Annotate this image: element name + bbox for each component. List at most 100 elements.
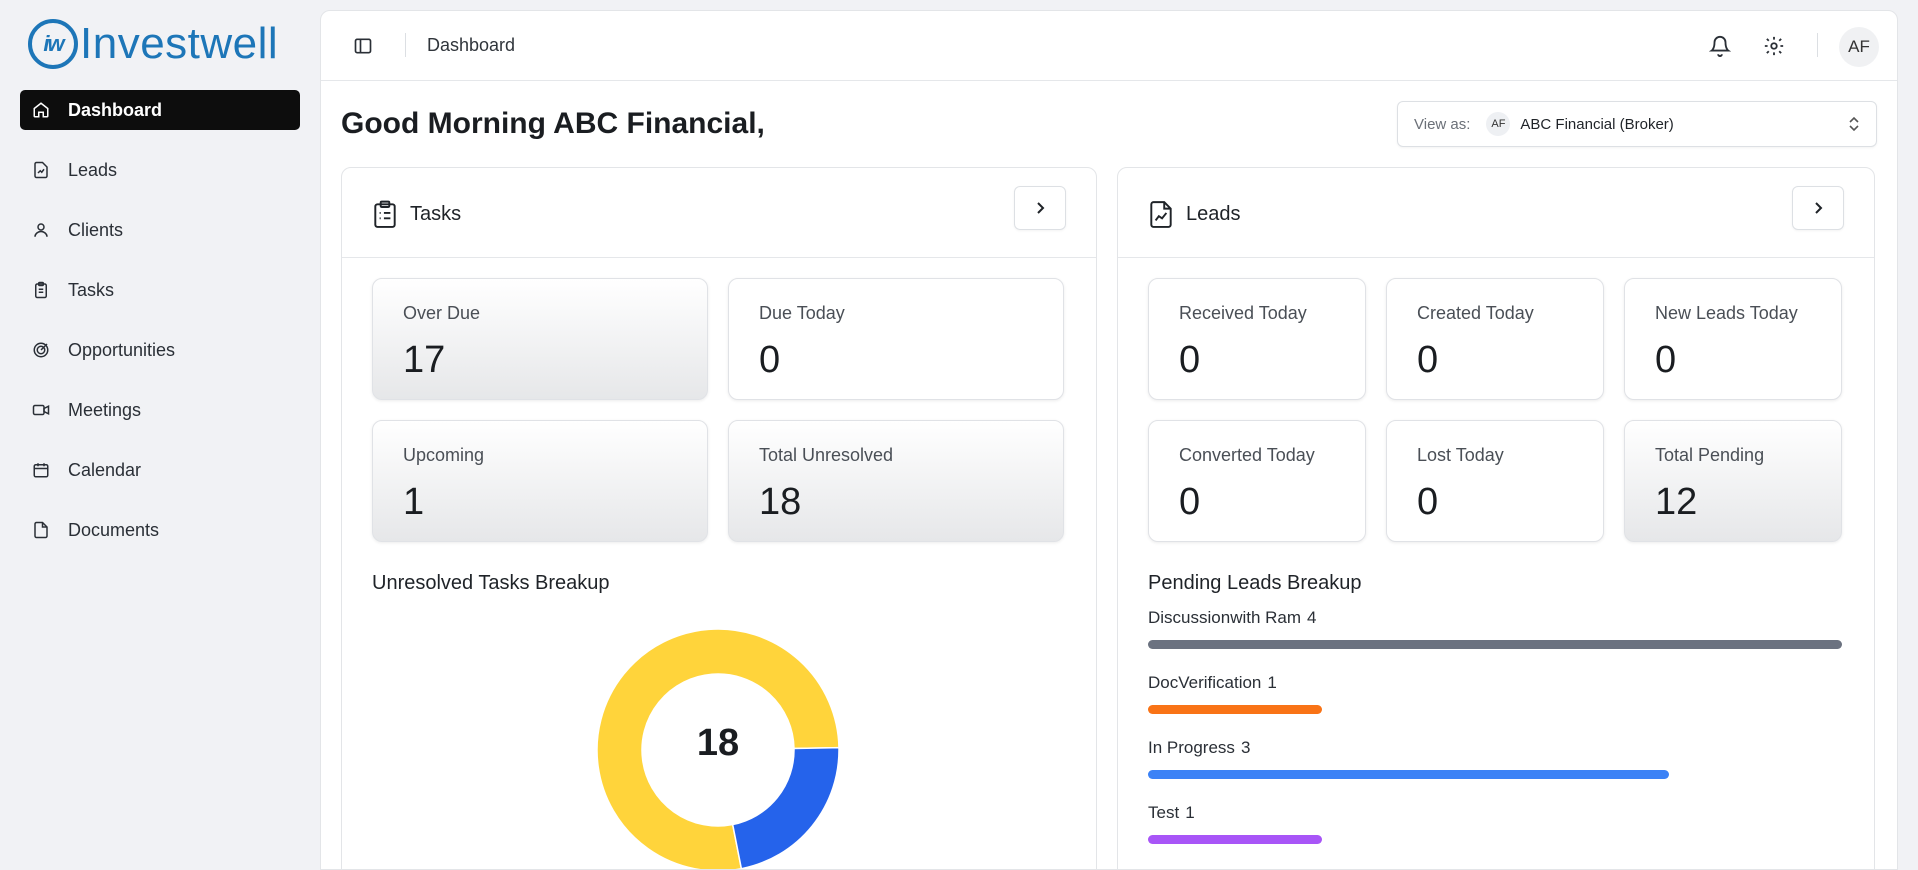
user-icon: [34, 223, 48, 237]
main-panel: Dashboard AF Good Morning ABC Financial,…: [320, 10, 1898, 870]
sidebar-item-documents[interactable]: Documents: [20, 510, 300, 550]
sidebar-item-clients[interactable]: Clients: [20, 210, 300, 250]
leads-card: Leads Received Today 0 Created Today 0 N…: [1117, 167, 1875, 869]
breakup-bar: [1148, 640, 1842, 649]
chevron-right-icon: [1037, 202, 1045, 214]
breadcrumb: Dashboard: [427, 35, 516, 55]
view-as-select[interactable]: View as: AF ABC Financial (Broker): [1397, 101, 1877, 147]
donut-slice: [731, 746, 840, 869]
leads-card-header: Leads: [1118, 168, 1874, 258]
sidebar-item-tasks[interactable]: Tasks: [20, 270, 300, 310]
breakup-bar-track: [1148, 835, 1842, 844]
breakup-label: Test 1: [1148, 803, 1842, 825]
stat-label: Total Pending: [1655, 445, 1765, 465]
stat-value: 18: [759, 481, 802, 523]
logo-text: Investwell: [80, 19, 279, 68]
target-icon: [33, 342, 49, 358]
breakup-row: In Progress 3: [1148, 738, 1842, 779]
file-chart-icon: [1150, 201, 1172, 228]
view-as-avatar: AF: [1486, 112, 1511, 136]
tasks-card-title: Tasks: [410, 203, 462, 225]
leads-open-button[interactable]: [1792, 186, 1844, 230]
breakup-row: DocVerification 1: [1148, 673, 1842, 714]
view-as-label: View as:: [1414, 115, 1471, 133]
leads-card-title: Leads: [1186, 203, 1241, 225]
chevron-up-down-icon: [1849, 116, 1859, 132]
breakup-count: 1: [1267, 673, 1277, 692]
file-chart-icon: [34, 161, 48, 179]
calendar-icon: [33, 463, 49, 478]
sidebar-item-meetings[interactable]: Meetings: [20, 390, 300, 430]
stat-total-pending[interactable]: Total Pending 12: [1624, 420, 1842, 542]
donut-slice: [596, 628, 840, 869]
breakup-name: DocVerification: [1148, 673, 1262, 692]
tasks-card-header: Tasks: [342, 168, 1096, 258]
stat-value: 0: [759, 339, 781, 381]
breakup-bar-track: [1148, 705, 1842, 714]
greeting-heading: Good Morning ABC Financial,: [341, 107, 765, 140]
sidebar-item-label: Calendar: [68, 459, 142, 480]
top-bar: Dashboard AF: [321, 11, 1897, 81]
breakup-label: DocVerification 1: [1148, 673, 1842, 695]
stat-value: 0: [1655, 339, 1677, 381]
breakup-count: 3: [1240, 738, 1251, 757]
unresolved-tasks-breakup-title: Unresolved Tasks Breakup: [372, 572, 610, 594]
stat-created-today[interactable]: Created Today 0: [1386, 278, 1604, 400]
clipboard-list-icon: [35, 281, 47, 299]
stat-label: Received Today: [1179, 303, 1307, 323]
unresolved-tasks-donut-chart: [596, 628, 840, 869]
sidebar-item-label: Leads: [68, 159, 118, 180]
breakup-label: In Progress 3: [1148, 738, 1842, 760]
stat-due-today[interactable]: Due Today 0: [728, 278, 1064, 400]
sidebar-toggle-icon[interactable]: [353, 36, 373, 56]
stat-label: Upcoming: [403, 445, 485, 465]
breakup-name: In Progress: [1148, 738, 1235, 757]
divider: [405, 33, 406, 57]
stat-new-leads-today[interactable]: New Leads Today 0: [1624, 278, 1842, 400]
home-icon: [33, 102, 49, 118]
stat-received-today[interactable]: Received Today 0: [1148, 278, 1366, 400]
divider: [1817, 33, 1818, 57]
stat-converted-today[interactable]: Converted Today 0: [1148, 420, 1366, 542]
logo-mark: iw: [28, 19, 78, 69]
avatar[interactable]: AF: [1839, 27, 1879, 67]
stat-over-due[interactable]: Over Due 17: [372, 278, 708, 400]
stat-value: 0: [1179, 481, 1201, 523]
breakup-count: 1: [1185, 803, 1195, 822]
stat-label: Converted Today: [1179, 445, 1315, 465]
stat-value: 17: [403, 339, 446, 381]
donut-center-total: 18: [696, 722, 740, 764]
breakup-bar-track: [1148, 640, 1842, 649]
sidebar-item-calendar[interactable]: Calendar: [20, 450, 300, 490]
clipboard-list-icon: [374, 200, 396, 228]
stat-label: Created Today: [1417, 303, 1534, 323]
stat-lost-today[interactable]: Lost Today 0: [1386, 420, 1604, 542]
breakup-name: Test: [1148, 803, 1180, 822]
bell-icon[interactable]: [1709, 35, 1731, 57]
gear-icon[interactable]: [1763, 35, 1785, 57]
breakup-row: Discussionwith Ram 4: [1148, 608, 1842, 649]
stat-value: 1: [403, 481, 425, 523]
sidebar-item-opportunities[interactable]: Opportunities: [20, 330, 300, 370]
breakup-name: Discussionwith Ram: [1148, 608, 1302, 627]
stat-value: 0: [1417, 339, 1439, 381]
sidebar-item-label: Meetings: [68, 399, 142, 420]
sidebar: iw Investwell Dashboard Leads Clients Ta…: [0, 0, 318, 870]
breakup-bar: [1148, 705, 1322, 714]
stat-total-unresolved[interactable]: Total Unresolved 18: [728, 420, 1064, 542]
sidebar-nav: Dashboard Leads Clients Tasks Opportunit…: [20, 90, 300, 570]
sidebar-item-leads[interactable]: Leads: [20, 150, 300, 190]
breakup-bar-track: [1148, 770, 1842, 779]
stat-value: 0: [1179, 339, 1201, 381]
stat-value: 12: [1655, 481, 1698, 523]
stat-upcoming[interactable]: Upcoming 1: [372, 420, 708, 542]
investwell-logo[interactable]: iw Investwell: [28, 16, 278, 72]
video-icon: [32, 404, 50, 416]
breakup-bar: [1148, 835, 1322, 844]
breakup-count: 4: [1307, 608, 1317, 627]
sidebar-item-dashboard[interactable]: Dashboard: [20, 90, 300, 130]
tasks-open-button[interactable]: [1014, 186, 1066, 230]
sidebar-item-label: Clients: [68, 219, 124, 240]
sidebar-item-label: Opportunities: [68, 339, 176, 360]
breakup-label: Discussionwith Ram 4: [1148, 608, 1842, 630]
